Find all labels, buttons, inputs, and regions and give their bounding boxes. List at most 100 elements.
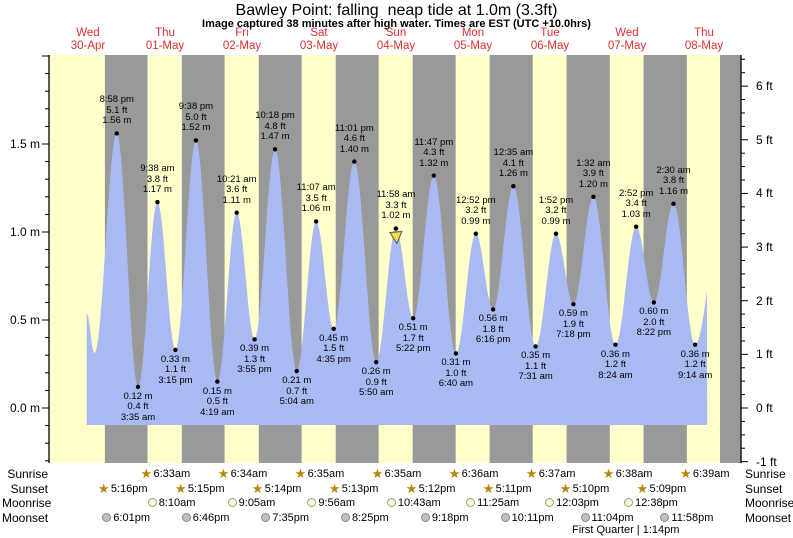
high-tide-dot: [114, 131, 119, 136]
sunrise-time: 6:33am: [153, 468, 191, 480]
high-tide-dot: [511, 184, 516, 189]
sunrise-time: 6:37am: [538, 468, 576, 480]
day-label: Sun 04-May: [376, 27, 416, 52]
moonset-time: 11:58pm: [671, 512, 714, 524]
sunrise-star-icon: ★: [525, 466, 538, 481]
moonrise-time: 12:38pm: [635, 497, 678, 509]
sunset-time: 5:11pm: [495, 483, 532, 495]
day-label: Thu 01-May: [145, 27, 185, 52]
moonset-time: 6:01pm: [113, 512, 150, 524]
moonset-time: 7:35pm: [272, 512, 310, 524]
moonset-time: 6:46pm: [192, 512, 230, 524]
low-tide-dot: [173, 347, 178, 353]
moonrise-time: 12:03pm: [556, 497, 599, 509]
low-tide-dot: [692, 342, 698, 347]
high-tide-dot: [633, 224, 639, 229]
high-tide-dot: [155, 199, 160, 205]
feet-axis-label: 0 ft: [756, 401, 773, 415]
sunset-star-icon: ★: [97, 481, 110, 496]
sunset-row-label-right: Sunset: [745, 482, 783, 496]
moonset-time: 10:11pm: [511, 512, 554, 524]
sunrise-time: 6:39am: [692, 468, 730, 480]
sunset-star-icon: ★: [174, 481, 187, 496]
sunrise-row-label-right: Sunrise: [745, 467, 786, 481]
high-tide-dot: [393, 226, 399, 231]
day-label: Mon 05-May: [453, 27, 493, 52]
moonset-moon-icon: [181, 513, 191, 522]
high-tide-label: 1:32 am 3.9 ft 1.20 m: [576, 157, 611, 190]
sunset-time: 5:14pm: [264, 483, 302, 495]
meter-axis-label: 1.5 m: [9, 137, 40, 151]
sunrise-time: 6:35am: [307, 468, 345, 480]
high-tide-label: 8:58 pm 5.1 ft 1.56 m: [99, 94, 134, 127]
feet-axis-label: -1 ft: [756, 454, 777, 469]
high-tide-label: 11:07 am 3.5 ft 1.06 m: [296, 182, 336, 215]
day-label: Wed 30-Apr: [70, 27, 106, 52]
moonrise-time: 8:10am: [158, 497, 196, 509]
low-tide-label: 0.12 m 0.4 ft 3:35 am: [120, 390, 156, 423]
low-tide-dot: [215, 379, 220, 384]
high-tide-label: 11:01 pm 4.6 ft 1.40 m: [334, 122, 374, 155]
feet-axis-label: 6 ft: [756, 79, 773, 94]
feet-axis-label: 2 ft: [756, 293, 773, 308]
low-tide-label: 0.51 m 1.7 ft 5:22 pm: [396, 322, 431, 355]
sunrise-time: 6:34am: [230, 468, 268, 480]
moonrise-time: 11:25am: [477, 497, 520, 509]
moonset-time: 8:25pm: [352, 512, 389, 524]
sunrise-time: 6:35am: [384, 468, 422, 480]
sunset-star-icon: ★: [328, 481, 341, 496]
low-tide-label: 0.56 m 1.8 ft 6:16 pm: [475, 313, 511, 346]
moonrise-moon-icon: [147, 498, 157, 507]
moonrise-moon-icon: [386, 498, 396, 507]
moonset-moon-icon: [420, 513, 430, 522]
moonset-row-label-right: Moonset: [745, 511, 792, 525]
high-tide-label: 11:47 pm 4.3 ft 1.32 m: [414, 136, 454, 169]
high-tide-label: 10:18 pm 4.8 ft 1.47 m: [255, 110, 295, 143]
low-tide-label: 0.35 m 1.1 ft 7:31 am: [518, 350, 553, 383]
moonset-row-label-left: Moonset: [2, 511, 49, 525]
low-tide-dot: [533, 344, 538, 349]
day-label: Tue 06-May: [530, 27, 570, 52]
feet-axis-label: 1 ft: [756, 347, 773, 362]
high-tide-label: 9:38 pm 5.0 ft 1.52 m: [178, 101, 214, 134]
moon-phase-note: First Quarter | 1:14pm: [572, 524, 680, 536]
low-tide-label: 0.21 m 0.7 ft 5:04 am: [279, 375, 314, 408]
low-tide-label: 0.36 m 1.2 ft 8:24 am: [598, 348, 633, 381]
sunset-row-label-left: Sunset: [10, 482, 48, 496]
moonset-moon-icon: [261, 513, 271, 522]
feet-axis-label: 5 ft: [756, 132, 773, 147]
high-tide-dot: [313, 219, 319, 224]
feet-axis-label: 3 ft: [756, 240, 773, 255]
sunrise-star-icon: ★: [679, 466, 692, 481]
high-tide-dot: [591, 194, 596, 199]
moonrise-row-label-right: Moonrise: [745, 496, 793, 510]
high-tide-dot: [193, 138, 199, 143]
sunset-time: 5:13pm: [341, 483, 379, 495]
sunrise-star-icon: ★: [140, 466, 153, 481]
low-tide-label: 0.33 m 1.1 ft 3:15 pm: [158, 353, 193, 386]
high-tide-dot: [272, 147, 278, 152]
low-tide-label: 0.59 m 1.9 ft 7:18 pm: [556, 308, 591, 341]
sunrise-star-icon: ★: [602, 466, 615, 481]
high-tide-dot: [553, 231, 559, 236]
moonset-moon-icon: [102, 513, 112, 522]
high-tide-label: 9:38 am 3.8 ft 1.17 m: [140, 163, 175, 196]
day-label: Fri 02-May: [222, 27, 262, 52]
moonset-time: 11:04pm: [591, 512, 634, 524]
low-tide-label: 0.39 m 1.3 ft 3:55 pm: [237, 343, 272, 376]
moonrise-time: 9:05am: [238, 497, 276, 509]
sunrise-star-icon: ★: [448, 466, 461, 481]
feet-axis-label: 4 ft: [756, 186, 773, 201]
sunset-time: 5:15pm: [187, 483, 225, 495]
moonrise-time: 10:43am: [397, 497, 441, 509]
low-tide-label: 0.15 m 0.5 ft 4:19 am: [200, 385, 235, 418]
low-tide-dot: [252, 337, 257, 342]
high-tide-dot: [671, 201, 676, 207]
low-tide-label: 0.60 m 2.0 ft 8:22 pm: [636, 306, 671, 339]
high-tide-dot: [352, 159, 357, 164]
meter-axis-label: 1.0 m: [9, 225, 40, 239]
high-tide-label: 2:30 am 3.8 ft 1.16 m: [656, 164, 691, 197]
sunset-star-icon: ★: [636, 481, 649, 496]
